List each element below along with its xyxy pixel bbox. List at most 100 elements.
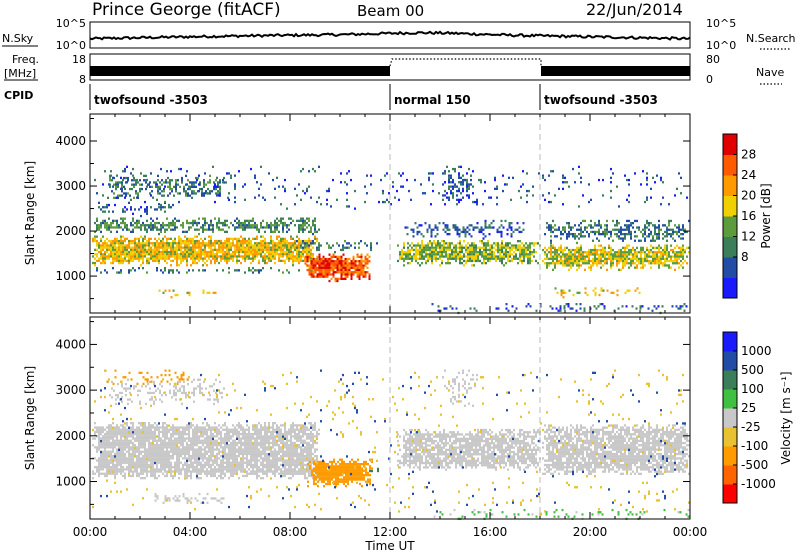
heatmap-cell (584, 259, 586, 263)
heatmap-cell (521, 253, 523, 256)
heatmap-cell (128, 450, 130, 453)
heatmap-cell (172, 435, 174, 438)
heatmap-cell (457, 253, 459, 256)
heatmap-cell (170, 255, 172, 258)
heatmap-cell (156, 242, 158, 245)
heatmap-cell (145, 187, 147, 191)
heatmap-cell (94, 235, 96, 238)
heatmap-cell (154, 446, 156, 449)
heatmap-cell (407, 255, 409, 258)
heatmap-cell (142, 242, 144, 245)
heatmap-cell (136, 221, 138, 225)
heatmap-cell (160, 230, 162, 233)
heatmap-cell (662, 237, 664, 240)
heatmap-cell (126, 468, 128, 471)
heatmap-cell (160, 203, 162, 207)
heatmap-cell (682, 244, 684, 247)
heatmap-cell (368, 260, 371, 263)
heatmap-cell (531, 242, 533, 245)
heatmap-cell (166, 452, 168, 456)
heatmap-cell (206, 221, 208, 225)
heatmap-cell (592, 251, 594, 254)
heatmap-cell (491, 246, 493, 249)
heatmap-cell (242, 246, 244, 249)
heatmap-cell (461, 251, 463, 254)
heatmap-cell (446, 228, 449, 231)
heatmap-cell (224, 230, 226, 233)
heatmap-cell (642, 262, 644, 265)
heatmap-cell (144, 441, 146, 445)
heatmap-cell (362, 271, 365, 274)
heatmap-cell (214, 253, 216, 256)
heatmap-cell (132, 212, 134, 215)
heatmap-cell (216, 239, 218, 243)
heatmap-cell (682, 237, 684, 240)
heatmap-cell (250, 246, 252, 249)
heatmap-cell (564, 255, 566, 258)
heatmap-cell (108, 228, 110, 231)
heatmap-cell (98, 446, 100, 449)
heatmap-cell (566, 257, 568, 260)
heatmap-cell (153, 181, 155, 184)
heatmap-cell (467, 242, 469, 245)
heatmap-cell (484, 181, 486, 184)
heatmap-cell (102, 248, 104, 251)
heatmap-cell (280, 244, 282, 247)
heatmap-cell (148, 437, 150, 440)
heatmap-cell (578, 224, 580, 227)
heatmap-cell (654, 259, 656, 263)
heatmap-cell (185, 194, 187, 197)
heatmap-cell (130, 198, 132, 201)
heatmap-cell (654, 239, 656, 242)
heatmap-cell (286, 255, 288, 258)
heatmap-cell (278, 257, 280, 260)
heatmap-cell (138, 441, 140, 445)
heatmap-cell (471, 257, 473, 260)
heatmap-cell (600, 224, 602, 227)
heatmap-cell (114, 255, 116, 258)
heatmap-cell (106, 237, 108, 240)
heatmap-cell (620, 253, 622, 256)
heatmap-cell (473, 264, 475, 267)
heatmap-cell (136, 248, 138, 251)
heatmap-cell (304, 219, 306, 222)
heatmap-cell (152, 470, 154, 473)
heatmap-cell (148, 183, 150, 186)
heatmap-cell (176, 452, 178, 456)
heatmap-cell (356, 266, 359, 269)
heatmap-cell (458, 187, 460, 190)
heatmap-cell (115, 183, 117, 186)
heatmap-cell (150, 470, 152, 473)
heatmap-cell (102, 455, 104, 458)
heatmap-cell (680, 192, 682, 195)
heatmap-cell (191, 185, 193, 188)
heatmap-cell (148, 433, 150, 436)
heatmap-cell (136, 463, 138, 467)
heatmap-cell (132, 446, 134, 449)
heatmap-cell (602, 259, 604, 263)
heatmap-cell (491, 255, 493, 258)
heatmap-cell (94, 446, 96, 449)
heatmap-cell (505, 255, 507, 258)
heatmap-cell (126, 466, 128, 469)
heatmap-cell (134, 461, 136, 464)
heatmap-cell (310, 266, 313, 269)
heatmap-cell (190, 264, 192, 267)
heatmap-cell (527, 262, 529, 265)
heatmap-cell (192, 219, 194, 222)
heatmap-cell (660, 262, 662, 265)
heatmap-cell (344, 260, 347, 263)
heatmap-cell (402, 185, 404, 188)
heatmap-cell (674, 230, 676, 234)
heatmap-cell (114, 428, 116, 431)
heatmap-cell (158, 448, 160, 451)
heatmap-cell (548, 228, 550, 231)
heatmap-cell (110, 226, 112, 229)
heatmap-cell (106, 468, 108, 471)
heatmap-cell (176, 430, 178, 434)
heatmap-cell (142, 261, 144, 265)
heatmap-cell (176, 255, 178, 258)
heatmap-cell (423, 248, 425, 252)
heatmap-cell (318, 268, 321, 272)
heatmap-cell (112, 441, 114, 445)
